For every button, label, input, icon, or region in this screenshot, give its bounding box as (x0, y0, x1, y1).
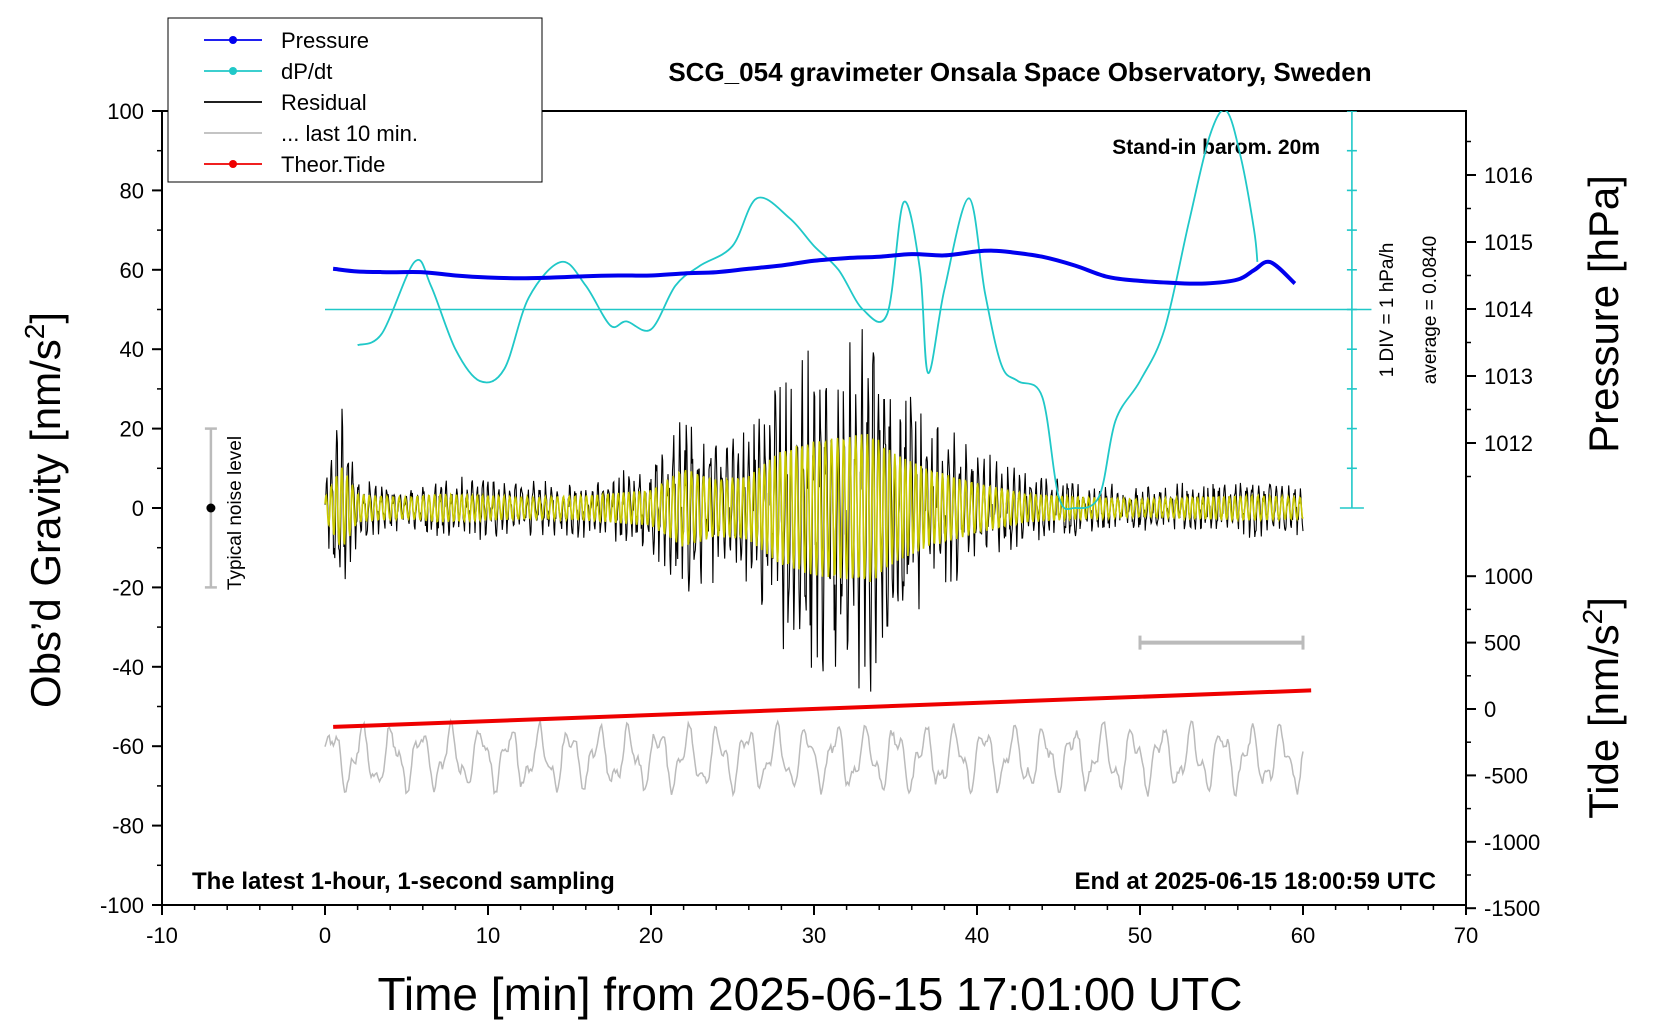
div-annotation: 1 DIV = 1 hPa/h (1377, 243, 1398, 378)
legend-swatch-marker (229, 67, 237, 75)
x-tick-label: 40 (965, 923, 989, 948)
legend-swatch-marker (229, 36, 237, 44)
pressure-tick-label: 1015 (1484, 230, 1533, 255)
pressure-line (332, 248, 1297, 286)
x-tick-label: -10 (146, 923, 178, 948)
last-10-min-line (324, 718, 1304, 798)
pressure-tick-label: 1014 (1484, 297, 1533, 322)
y-tick-label: -80 (112, 814, 144, 839)
tide-line (333, 688, 1312, 729)
legend-label: Pressure (281, 28, 369, 53)
y-axis-label-pressure: Pressure [hPa] (1580, 175, 1627, 453)
y-axis-label-left-end: ] (22, 312, 69, 324)
y-tick-label: 0 (132, 496, 144, 521)
y-axis-ticks: 100 80 60 40 20 0 -20 -40 -60 -80 -100 (100, 99, 162, 918)
legend-label: Residual (281, 90, 367, 115)
legend-label: Theor.Tide (281, 152, 385, 177)
noise-level-label: Typical noise level (225, 436, 246, 590)
footer-left-annotation: The latest 1-hour, 1-second sampling (192, 868, 615, 895)
legend: Pressure dP/dt Residual ... last 10 min. The… (167, 17, 543, 183)
tide-axis-ticks: 1000 500 0 -500 -1000 -1500 (1466, 564, 1540, 921)
stand-in-annotation: Stand-in barom. 20m (1112, 136, 1320, 159)
y-tick-label: -40 (112, 655, 144, 680)
tide-tick-label: 500 (1484, 631, 1521, 656)
y-tick-label: 20 (120, 417, 144, 442)
data-layer (324, 111, 1372, 798)
legend-label: dP/dt (281, 59, 332, 84)
tide-tick-label: 1000 (1484, 564, 1533, 589)
legend-swatch-marker (229, 160, 237, 168)
y-axis-label-left-main: Obs’d Gravity [nm/s (22, 339, 69, 708)
pressure-tick-label: 1016 (1484, 163, 1533, 188)
pressure-tick-label: 1013 (1484, 364, 1533, 389)
legend-box (167, 17, 543, 183)
y-axis-label-tide-main: Tide [nm/s (1580, 624, 1627, 819)
residual-filtered-line (324, 433, 1304, 583)
y-tick-label: -100 (100, 893, 144, 918)
residual-line (324, 329, 1304, 692)
y-tick-label: -20 (112, 575, 144, 600)
marker-layer (204, 427, 1305, 650)
x-tick-label: 50 (1128, 923, 1152, 948)
y-tick-label: -60 (112, 734, 144, 759)
x-tick-label: 60 (1291, 923, 1315, 948)
x-axis-label: Time [min] from 2025-06-15 17:01:00 UTC (378, 968, 1243, 1020)
x-tick-label: 20 (639, 923, 663, 948)
x-tick-label: 0 (319, 923, 331, 948)
y-tick-label: 80 (120, 178, 144, 203)
y-axis-label-left: Obs’d Gravity [nm/s2] (19, 312, 69, 708)
x-tick-label: 10 (476, 923, 500, 948)
pressure-tick-label: 1012 (1484, 431, 1533, 456)
noise-bar-center-dot (206, 503, 216, 513)
tide-tick-label: 0 (1484, 697, 1496, 722)
tide-tick-label: -500 (1484, 763, 1528, 788)
legend-label: ... last 10 min. (281, 121, 418, 146)
dpdt-line (357, 111, 1259, 511)
y-axis-label-tide-end: ] (1580, 597, 1627, 609)
pressure-axis-ticks: 1016 1015 1014 1013 1012 (1466, 140, 1533, 478)
y-tick-label: 60 (120, 258, 144, 283)
tide-tick-label: -1500 (1484, 896, 1540, 921)
tide-tick-label: -1000 (1484, 830, 1540, 855)
y-axis-label-tide-sup: 2 (1577, 609, 1608, 625)
x-axis-ticks: -10 0 10 20 30 40 50 60 70 (146, 905, 1478, 948)
x-tick-label: 70 (1454, 923, 1478, 948)
y-tick-label: 40 (120, 337, 144, 362)
x-tick-label: 30 (802, 923, 826, 948)
average-annotation: average = 0.0840 (1420, 236, 1441, 384)
y-axis-label-tide: Tide [nm/s2] (1577, 597, 1627, 819)
footer-right-annotation: End at 2025-06-15 18:00:59 UTC (1075, 868, 1437, 895)
chart-title: SCG_054 gravimeter Onsala Space Observat… (668, 57, 1371, 87)
y-axis-label-left-sup: 2 (19, 324, 50, 340)
y-tick-label: 100 (107, 99, 144, 124)
